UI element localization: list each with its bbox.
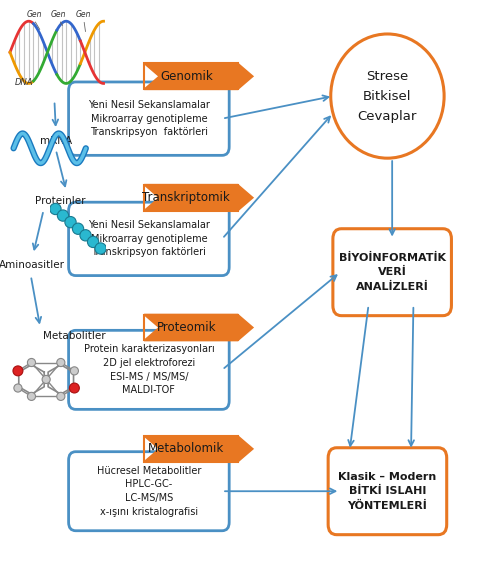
Text: Klasik – Modern
BİTKİ ISLAHI
YÖNTEMLERİ: Klasik – Modern BİTKİ ISLAHI YÖNTEMLERİ	[338, 472, 437, 511]
FancyBboxPatch shape	[328, 448, 447, 535]
FancyBboxPatch shape	[68, 202, 229, 275]
Ellipse shape	[331, 34, 444, 158]
FancyBboxPatch shape	[333, 229, 452, 316]
Text: Hücresel Metabolitler
HPLC-GC-
LC-MS/MS
x-ışını kristalografisi: Hücresel Metabolitler HPLC-GC- LC-MS/MS …	[97, 466, 201, 517]
Text: Proteinler: Proteinler	[35, 195, 86, 206]
Polygon shape	[144, 63, 253, 89]
Text: Strese
Bitkisel
Cevaplar: Strese Bitkisel Cevaplar	[358, 70, 417, 123]
FancyBboxPatch shape	[68, 82, 229, 156]
Text: mRNA: mRNA	[40, 137, 72, 146]
Text: Yeni Nesil Sekanslamalar
Mikroarray genotipleme
Transkripsyon  faktörleri: Yeni Nesil Sekanslamalar Mikroarray geno…	[88, 100, 210, 137]
Polygon shape	[144, 436, 253, 462]
Polygon shape	[144, 314, 253, 340]
Text: Aminoasitler: Aminoasitler	[0, 260, 65, 270]
Text: Genomik: Genomik	[160, 70, 213, 83]
Text: Protein karakterizasyonları
2D jel elektroforezi
ESI-MS / MS/MS/
MALDI-TOF: Protein karakterizasyonları 2D jel elekt…	[83, 344, 214, 395]
Text: Metabolomik: Metabolomik	[148, 442, 225, 456]
Text: BİYOİNFORMATİK
VERİ
ANALİZLERİ: BİYOİNFORMATİK VERİ ANALİZLERİ	[339, 253, 446, 292]
Polygon shape	[144, 185, 253, 211]
Text: Metabolitler: Metabolitler	[43, 331, 106, 341]
FancyBboxPatch shape	[68, 331, 229, 410]
Text: Yeni Nesil Sekanslamalar
Mikroarray genotipleme
Transkripsyon faktörleri: Yeni Nesil Sekanslamalar Mikroarray geno…	[88, 220, 210, 257]
Text: Transkriptomik: Transkriptomik	[142, 191, 230, 204]
FancyBboxPatch shape	[68, 452, 229, 530]
Text: Proteomik: Proteomik	[157, 321, 216, 334]
